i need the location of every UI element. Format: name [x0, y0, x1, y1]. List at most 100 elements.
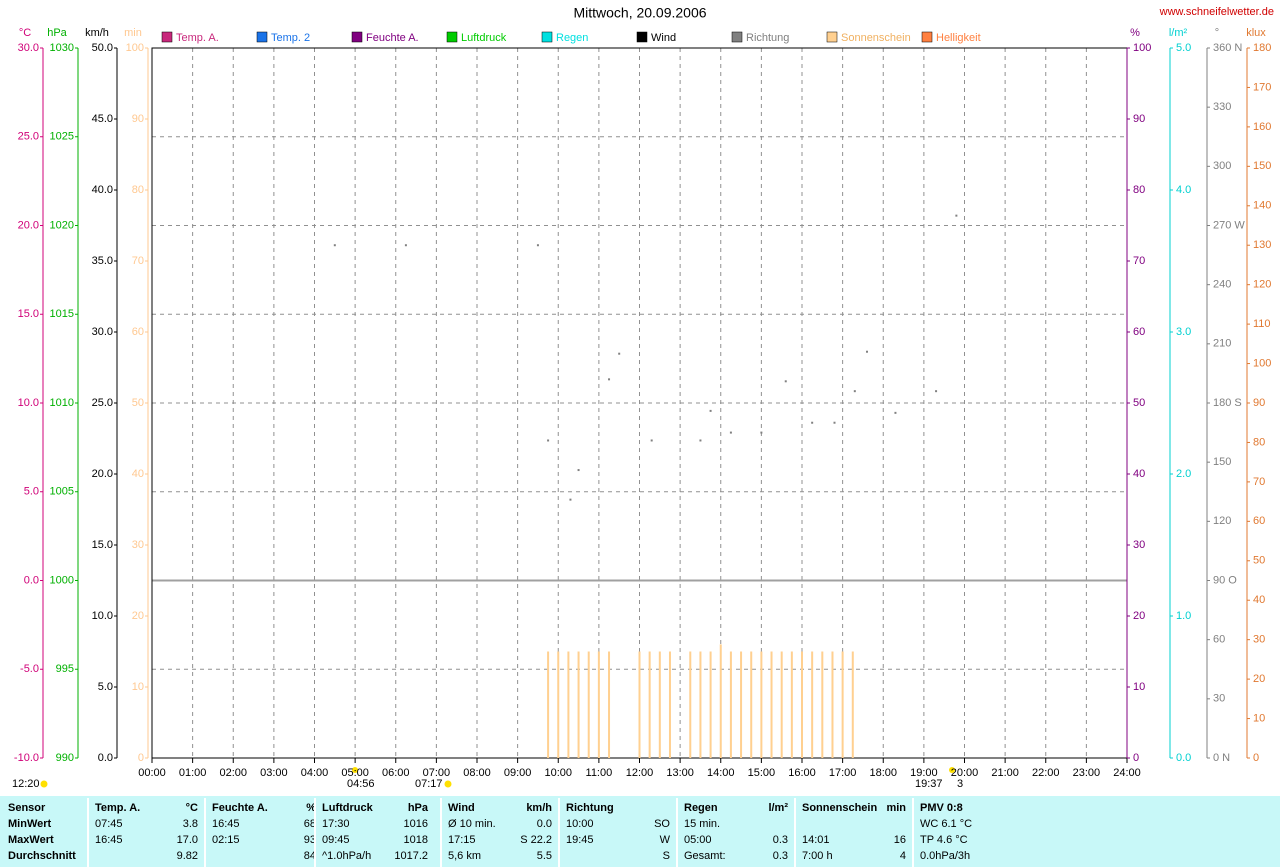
y-tick-label: 20	[1133, 610, 1145, 622]
footer-cell: Temp. A.	[95, 802, 140, 814]
sun-icon	[352, 767, 358, 773]
footer-cell: 93	[304, 834, 316, 846]
footer-cell: Feuchte A.	[212, 802, 268, 814]
x-tick-label: 17:00	[829, 767, 857, 779]
sunshine-bar	[821, 651, 824, 758]
sunshine-bar	[597, 651, 600, 758]
y-tick-label: 5.0	[1176, 42, 1191, 54]
y-tick-label: 70	[132, 255, 144, 267]
x-tick-label: 23:00	[1073, 767, 1101, 779]
direction-dot	[866, 350, 868, 353]
sunshine-bar	[587, 651, 590, 758]
y-tick-label: 80	[1253, 436, 1265, 448]
legend-label: Feuchte A.	[366, 32, 419, 44]
y-tick-label: 2.0	[1176, 468, 1191, 480]
y-tick-label: 100	[126, 42, 144, 54]
axis-unit: l/m²	[1169, 27, 1188, 39]
sunshine-bar	[608, 651, 611, 758]
y-tick-label: 1020	[50, 219, 74, 231]
y-tick-label: 45.0	[92, 113, 113, 125]
y-tick-label: 3.0	[1176, 326, 1191, 338]
footer-cell: 0.3	[773, 850, 788, 862]
direction-dot	[833, 421, 836, 424]
x-tick-label: 07:00	[423, 767, 451, 779]
axis-unit: klux	[1246, 27, 1266, 39]
footer-cell: WC 6.1 °C	[920, 818, 972, 830]
axis-unit: min	[124, 27, 142, 39]
direction-dot	[894, 411, 897, 414]
y-tick-label: 30	[132, 539, 144, 551]
y-tick-label: 180	[1253, 42, 1271, 54]
legend-swatch	[256, 31, 268, 43]
legend-label: Regen	[556, 32, 588, 44]
sunshine-bar	[801, 651, 803, 758]
footer-cell: 16	[894, 834, 906, 846]
footer-cell: Sonnenschein	[802, 802, 877, 814]
footer-cell: km/h	[526, 802, 552, 814]
y-tick-label: -5.0	[20, 663, 39, 675]
footer-cell: 0.3	[773, 834, 788, 846]
y-tick-label: 0	[138, 752, 144, 764]
y-tick-label: 30	[1133, 539, 1145, 551]
direction-dot	[955, 214, 958, 217]
y-tick-label: 30	[1253, 634, 1265, 646]
footer-cell: 05:00	[684, 834, 712, 846]
x-tick-label: 06:00	[382, 767, 410, 779]
y-tick-label: 80	[132, 184, 144, 196]
sunshine-bar	[699, 651, 702, 758]
legend-swatch	[541, 31, 553, 43]
direction-dot	[729, 431, 732, 434]
y-tick-label: 15.0	[18, 308, 39, 320]
footer-cell: 14:01	[802, 834, 830, 846]
y-tick-label: 10	[1133, 681, 1145, 693]
x-tick-label: 18:00	[869, 767, 897, 779]
direction-dot	[650, 439, 653, 442]
legend-swatch	[636, 31, 648, 43]
footer-cell: 17:30	[322, 818, 350, 830]
y-tick-label: 10	[1253, 712, 1265, 724]
footer-cell: 4	[900, 850, 906, 862]
legend-label: Temp. A.	[176, 32, 219, 44]
footer-cell: Durchschnitt	[8, 850, 76, 862]
y-tick-label: 160	[1253, 121, 1271, 133]
x-tick-label: 24:00	[1113, 767, 1141, 779]
footer-cell: PMV 0:8	[920, 802, 963, 814]
chart-title: Mittwoch, 20.09.2006	[573, 5, 706, 21]
y-tick-label: 1005	[50, 486, 74, 498]
sun-icon	[40, 780, 48, 788]
sun-icon	[949, 767, 955, 773]
footer-cell: %	[306, 802, 316, 814]
footer-cell: 7:00 h	[802, 850, 833, 862]
axis-unit: km/h	[85, 27, 109, 39]
y-tick-label: 995	[56, 663, 74, 675]
y-tick-label: 180 S	[1213, 397, 1242, 409]
sunshine-bar	[719, 644, 722, 758]
direction-dot	[547, 439, 550, 442]
direction-dot	[760, 431, 763, 434]
y-tick-label: 50	[1133, 397, 1145, 409]
y-tick-label: 4.0	[1176, 184, 1191, 196]
y-tick-label: 60	[1133, 326, 1145, 338]
y-tick-label: 40	[1133, 468, 1145, 480]
y-tick-label: 50	[132, 397, 144, 409]
footer-cell: min	[886, 802, 906, 814]
footer-cell: 84	[304, 850, 316, 862]
y-tick-label: 90	[132, 113, 144, 125]
footer-cell: 02:15	[212, 834, 240, 846]
y-tick-label: 330	[1213, 101, 1231, 113]
direction-dot	[404, 244, 407, 247]
direction-dot	[699, 439, 702, 442]
y-tick-label: 110	[1253, 318, 1271, 330]
y-tick-label: 0.0	[24, 574, 39, 586]
footer-cell: MinWert	[8, 818, 52, 830]
footer-cell: 9.82	[177, 850, 198, 862]
x-tick-label: 09:00	[504, 767, 532, 779]
axis-unit: °	[1215, 27, 1219, 39]
sun-icon	[444, 780, 452, 788]
y-tick-label: 150	[1253, 160, 1271, 172]
sunshine-bar	[658, 651, 661, 758]
legend-label: Helligkeit	[936, 32, 981, 44]
sunshine-bar	[750, 651, 753, 758]
x-tick-label: 01:00	[179, 767, 207, 779]
